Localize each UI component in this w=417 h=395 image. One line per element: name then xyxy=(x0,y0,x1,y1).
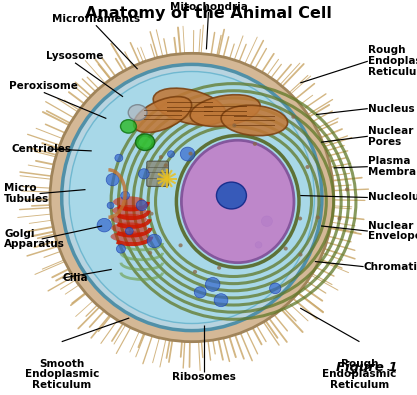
Circle shape xyxy=(284,246,288,250)
Ellipse shape xyxy=(113,196,146,207)
Circle shape xyxy=(138,169,149,179)
Circle shape xyxy=(193,270,197,274)
Circle shape xyxy=(337,216,342,220)
Ellipse shape xyxy=(121,120,136,133)
Text: Micro
Tubules: Micro Tubules xyxy=(4,183,50,204)
Circle shape xyxy=(253,142,257,146)
FancyBboxPatch shape xyxy=(147,161,168,186)
Circle shape xyxy=(305,165,309,169)
Text: Golgi
Apparatus: Golgi Apparatus xyxy=(4,229,65,249)
Text: Figure 1: Figure 1 xyxy=(336,361,398,374)
Circle shape xyxy=(261,216,272,226)
Text: Smooth
Endoplasmic
Reticulum: Smooth Endoplasmic Reticulum xyxy=(25,359,99,390)
Circle shape xyxy=(316,216,320,220)
Circle shape xyxy=(180,147,195,161)
Text: Mitochondria: Mitochondria xyxy=(170,2,247,12)
Ellipse shape xyxy=(133,97,192,132)
Circle shape xyxy=(269,283,281,294)
Text: Plasma
Membrane: Plasma Membrane xyxy=(368,156,417,177)
Ellipse shape xyxy=(111,231,148,242)
Ellipse shape xyxy=(181,140,294,263)
Circle shape xyxy=(97,218,111,232)
Text: Cilia: Cilia xyxy=(63,273,88,283)
Ellipse shape xyxy=(136,134,155,150)
Circle shape xyxy=(116,245,126,253)
Circle shape xyxy=(121,191,130,200)
Circle shape xyxy=(214,293,228,307)
Text: Microfilaments: Microfilaments xyxy=(52,14,140,24)
Circle shape xyxy=(178,243,183,247)
Text: Nucleolus: Nucleolus xyxy=(368,192,417,203)
Circle shape xyxy=(298,216,302,220)
Circle shape xyxy=(147,234,161,248)
Text: Ribosomes: Ribosomes xyxy=(172,372,236,382)
Circle shape xyxy=(194,287,206,298)
Text: Anatomy of the Animal Cell: Anatomy of the Animal Cell xyxy=(85,6,332,21)
Ellipse shape xyxy=(69,71,314,324)
Circle shape xyxy=(136,200,147,211)
Ellipse shape xyxy=(153,88,226,125)
Circle shape xyxy=(188,152,193,156)
Ellipse shape xyxy=(111,222,148,233)
Circle shape xyxy=(217,266,221,270)
Ellipse shape xyxy=(190,95,260,126)
Circle shape xyxy=(298,253,302,257)
Text: Chromatin: Chromatin xyxy=(364,261,417,272)
Text: Rough
Endoplasmic
Reticulum: Rough Endoplasmic Reticulum xyxy=(322,359,397,390)
Circle shape xyxy=(291,115,296,119)
Text: Peroxisome: Peroxisome xyxy=(9,81,78,91)
Text: Nuclear
Envelope: Nuclear Envelope xyxy=(368,221,417,241)
Text: Nuclear
Pores: Nuclear Pores xyxy=(368,126,413,147)
Circle shape xyxy=(159,155,163,159)
Ellipse shape xyxy=(50,53,334,342)
Circle shape xyxy=(255,242,262,248)
Circle shape xyxy=(149,212,153,216)
Text: Rough
Endoplasmic
Reticulum: Rough Endoplasmic Reticulum xyxy=(368,45,417,77)
Circle shape xyxy=(148,251,152,255)
Text: Centrioles: Centrioles xyxy=(12,144,72,154)
Circle shape xyxy=(106,174,119,186)
Circle shape xyxy=(107,202,114,209)
Ellipse shape xyxy=(139,137,151,148)
Ellipse shape xyxy=(62,64,322,331)
Circle shape xyxy=(232,123,236,127)
Circle shape xyxy=(164,164,168,167)
Circle shape xyxy=(168,151,174,157)
Text: Nucleus: Nucleus xyxy=(368,103,414,114)
Circle shape xyxy=(126,228,133,235)
Text: Lysosome: Lysosome xyxy=(46,51,104,61)
Circle shape xyxy=(115,154,123,162)
Ellipse shape xyxy=(221,105,288,135)
Circle shape xyxy=(206,278,220,291)
Circle shape xyxy=(345,188,349,192)
Ellipse shape xyxy=(216,182,246,209)
Ellipse shape xyxy=(128,105,147,120)
Ellipse shape xyxy=(112,214,147,225)
Ellipse shape xyxy=(113,205,146,216)
